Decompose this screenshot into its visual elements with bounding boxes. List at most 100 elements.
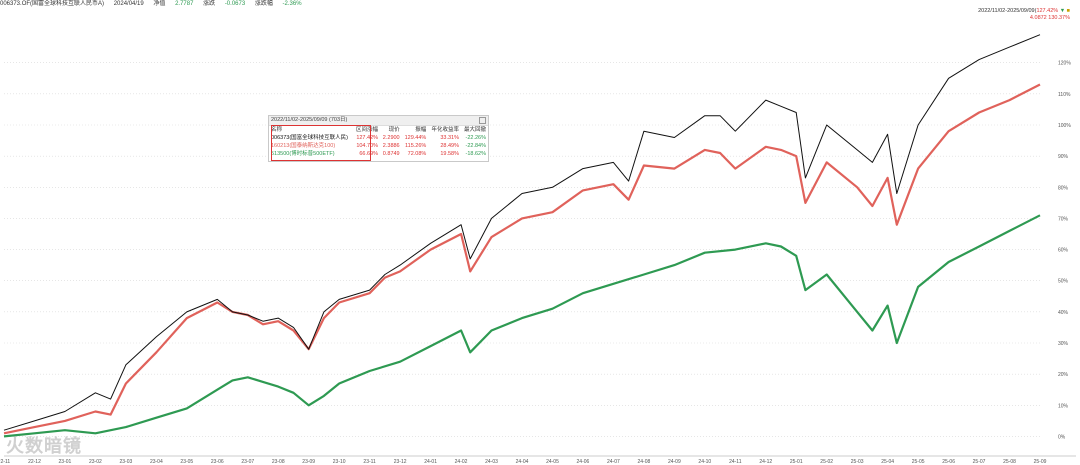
legend-price: 2.2900	[382, 135, 400, 141]
legend-title: 2022/11/02-2025/09/09 (703日)	[269, 116, 488, 126]
y-tick-label: 0%	[1058, 434, 1066, 440]
series-line	[3, 34, 1041, 431]
series-layer	[3, 34, 1041, 438]
x-tick-label: 24-06	[577, 459, 590, 465]
y-tick-label: 50%	[1058, 279, 1069, 285]
legend-drawdown: -22.84%	[465, 143, 487, 149]
range-info: 2022/11/02-2025/09/09(127.42% ▼ ■ 4.0872…	[978, 8, 1070, 22]
x-tick-label: 24-01	[424, 459, 437, 465]
cursor-pct: 130.37%	[1048, 15, 1070, 21]
x-tick-label: 23-05	[180, 459, 193, 465]
y-tick-label: 70%	[1058, 216, 1069, 222]
legend-panel[interactable]: 2022/11/02-2025/09/09 (703日) 名称 区间涨幅 现价 …	[268, 115, 489, 162]
y-axis: 0% 10% 20% 30% 40% 50% 60% 70% 80% 90% 100% 110% 120…	[1058, 61, 1071, 441]
legend-annual: 28.49%	[440, 143, 459, 149]
x-tick-label: 24-10	[698, 459, 711, 465]
cursor-value: 4.0872	[1029, 15, 1047, 21]
nav-label: 净值	[153, 1, 166, 7]
y-tick-label: 30%	[1058, 341, 1069, 347]
change-label: 涨跌	[203, 1, 216, 7]
x-tick-label: 24-07	[607, 459, 620, 465]
legend-name: 160213(国泰纳斯达克100)	[271, 143, 336, 149]
x-tick-label: 22-12	[28, 459, 41, 465]
legend-price: 0.8749	[382, 151, 400, 157]
x-tick-label: 23-04	[150, 459, 163, 465]
legend-row[interactable]: 513500(博时标普500ETF) 66.69% 0.8749 72.08% …	[269, 150, 488, 158]
legend-header: 区间涨幅	[356, 127, 379, 133]
legend-return: 66.69%	[359, 151, 379, 157]
legend-header-row: 名称 区间涨幅 现价 振幅 年化收益率 最大回撤	[269, 126, 488, 134]
x-tick-label: 25-03	[851, 459, 864, 465]
x-tick-label: 25-04	[881, 459, 894, 465]
fund-name: 006373.OF(国富全球科技互联人民币A)	[0, 1, 105, 7]
x-tick-label: 23-11	[363, 459, 376, 465]
x-tick-label: 24-12	[759, 459, 772, 465]
x-tick-label: 25-08	[1003, 459, 1016, 465]
x-tick-label: 23-01	[59, 459, 72, 465]
x-tick-label: 24-11	[729, 459, 742, 465]
x-tick-label: 23-02	[89, 459, 102, 465]
legend-row[interactable]: 160213(国泰纳斯达克100) 104.70% 2.3886 115.26%…	[269, 142, 488, 150]
range-value: 127.42%	[1036, 8, 1059, 14]
quote-date: 2024/04/19	[113, 1, 144, 7]
legend-header: 振幅	[415, 127, 427, 133]
x-tick-label: 24-08	[637, 459, 650, 465]
watermark-logo: 火数暗镜	[6, 436, 82, 456]
pct-label: 涨跌幅	[254, 1, 273, 7]
y-tick-label: 120%	[1058, 61, 1071, 67]
legend-name: 513500(博时标普500ETF)	[271, 151, 335, 157]
legend-amplitude: 129.44%	[404, 135, 427, 141]
x-tick-label: 25-06	[942, 459, 955, 465]
x-tick-label: 24-05	[546, 459, 559, 465]
legend-name: 006373(国富全球科技互联人民)	[271, 135, 349, 141]
legend-return: 104.70%	[356, 143, 379, 149]
y-tick-label: 80%	[1058, 185, 1069, 191]
y-tick-label: 10%	[1058, 403, 1069, 409]
topbar: 006373.OF(国富全球科技互联人民币A) 2024/04/19 净值 2.…	[0, 0, 1080, 10]
x-tick-label: 25-05	[912, 459, 925, 465]
settings-icon[interactable]: ■	[1066, 8, 1070, 14]
legend-annual: 33.31%	[440, 135, 459, 141]
legend-header: 现价	[388, 127, 400, 133]
x-axis: 22-11 22-12 23-01 23-02 23-03 23-04 23-05 23-06…	[0, 455, 1076, 465]
x-tick-label: 23-12	[394, 459, 407, 465]
series-line	[3, 214, 1041, 438]
y-tick-label: 90%	[1058, 154, 1069, 160]
legend-header: 年化收益率	[431, 127, 459, 133]
x-tick-label: 24-09	[668, 459, 681, 465]
series-line	[3, 83, 1041, 435]
x-tick-label: 23-08	[272, 459, 285, 465]
x-tick-label: 25-09	[1034, 459, 1047, 465]
legend-row[interactable]: 006373(国富全球科技互联人民) 127.42% 2.2900 129.44…	[269, 134, 488, 142]
legend-amplitude: 115.26%	[404, 143, 427, 149]
x-tick-label: 23-06	[211, 459, 224, 465]
y-tick-label: 100%	[1058, 123, 1071, 129]
x-tick-label: 23-10	[333, 459, 346, 465]
legend-drawdown: -22.26%	[465, 135, 487, 141]
nav-value: 2.7787	[175, 1, 194, 7]
x-tick-label: 24-04	[516, 459, 529, 465]
legend-return: 127.42%	[356, 135, 379, 141]
y-tick-label: 40%	[1058, 310, 1069, 316]
legend-annual: 19.58%	[440, 151, 459, 157]
filter-icon[interactable]: ▼	[1059, 8, 1066, 14]
legend-header: 名称	[271, 127, 283, 133]
x-tick-label: 23-09	[302, 459, 315, 465]
x-tick-label: 25-07	[973, 459, 986, 465]
legend-table: 名称 区间涨幅 现价 振幅 年化收益率 最大回撤 006373(国富全球科技互联…	[269, 126, 488, 158]
legend-drawdown: -18.62%	[465, 151, 487, 157]
pct-value: -2.36%	[282, 1, 302, 7]
x-tick-label: 24-02	[455, 459, 468, 465]
x-tick-label: 22-11	[0, 459, 10, 465]
x-tick-label: 25-01	[790, 459, 803, 465]
x-tick-label: 23-07	[241, 459, 254, 465]
y-tick-label: 20%	[1058, 372, 1069, 378]
x-tick-label: 24-03	[485, 459, 498, 465]
close-icon[interactable]	[479, 117, 486, 124]
legend-price: 2.3886	[382, 143, 400, 149]
y-tick-label: 110%	[1058, 92, 1071, 98]
change-value: -0.0673	[224, 1, 246, 7]
legend-amplitude: 72.08%	[407, 151, 427, 157]
x-tick-label: 25-02	[820, 459, 833, 465]
